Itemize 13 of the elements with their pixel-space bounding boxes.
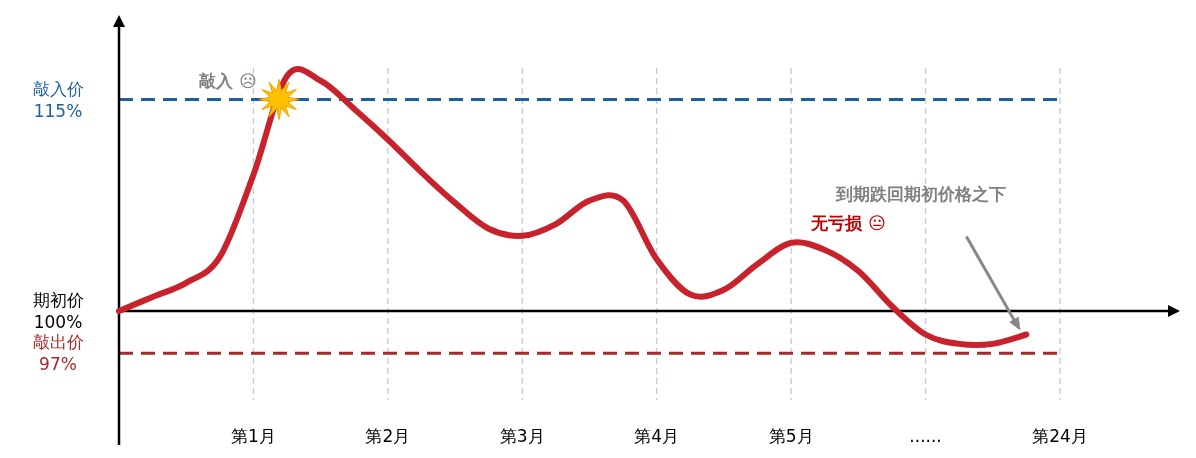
- annotation: 到期跌回期初价格之下: [835, 183, 1007, 204]
- annotation: 敲入 ☹: [199, 70, 258, 91]
- ref-line-label: 敲出价 97%: [32, 332, 84, 375]
- ref-line-label: 敲入价 115%: [32, 78, 84, 121]
- x-tick-label: ......: [909, 426, 942, 446]
- text: 期初价 100%: [32, 290, 84, 332]
- x-tick-label: 第5月: [768, 426, 814, 446]
- x-tick-label: 第24月: [1032, 426, 1088, 446]
- annotation: 无亏损 😐: [810, 212, 887, 233]
- x-tick-label: 第1月: [231, 426, 276, 446]
- x-tick-label: 第3月: [499, 426, 545, 446]
- x-tick-label: 第2月: [365, 426, 411, 446]
- x-tick-label: 第4月: [634, 426, 680, 446]
